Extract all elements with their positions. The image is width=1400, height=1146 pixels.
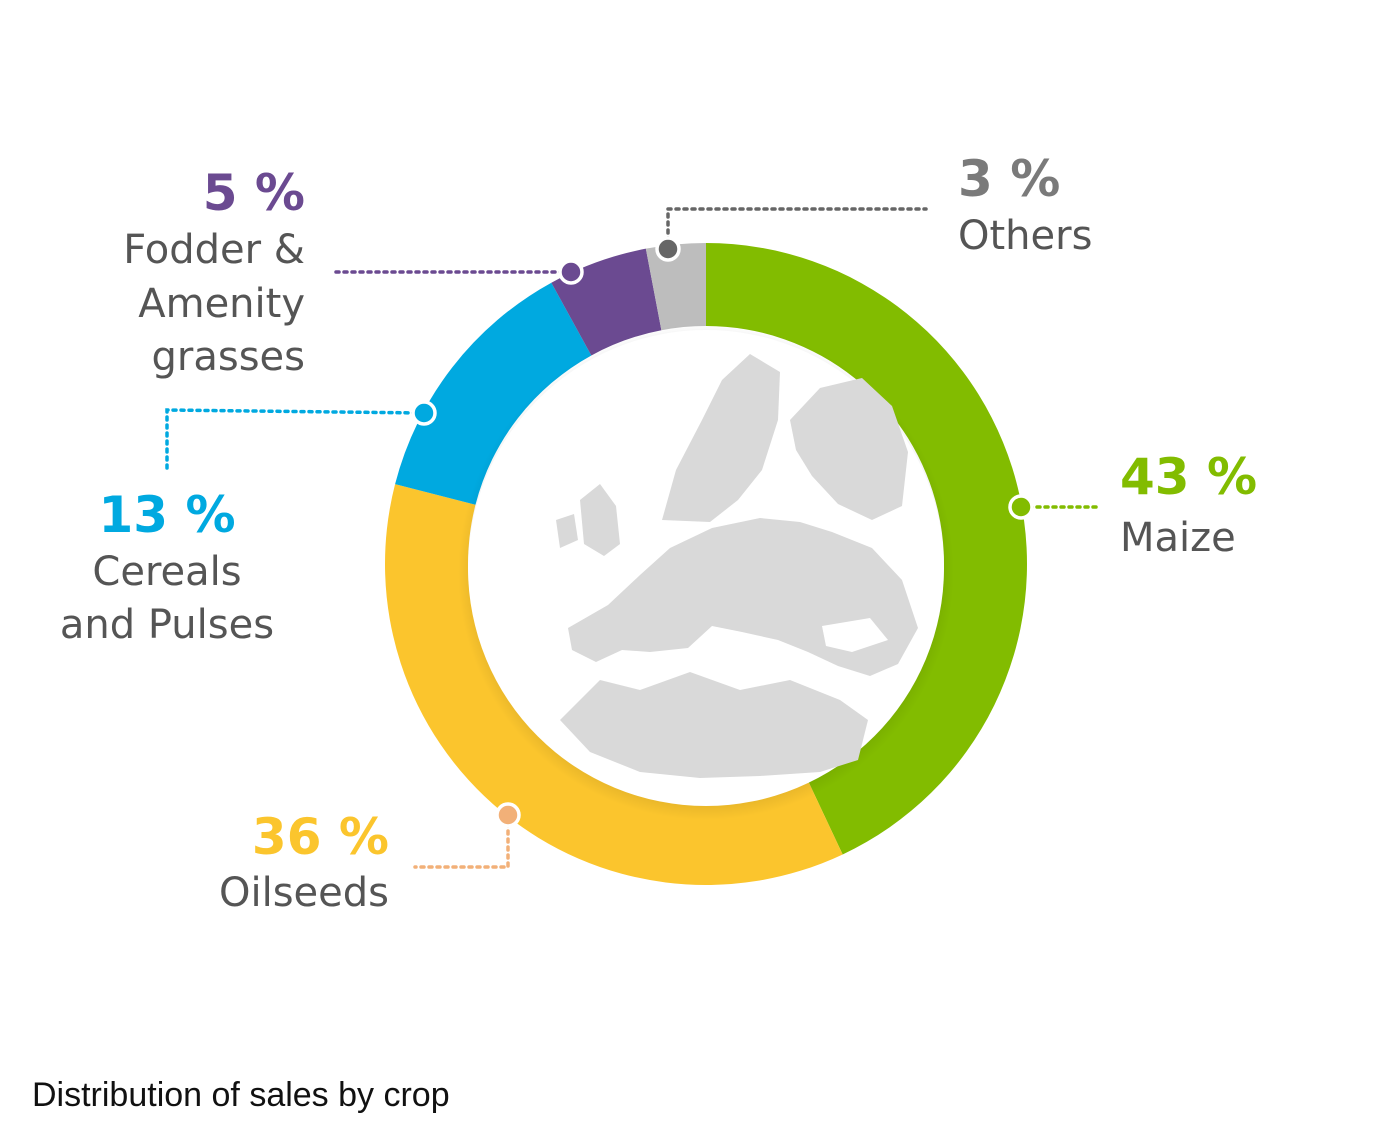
slice-oilseeds: [385, 484, 843, 885]
category-label-fodder: Amenity: [138, 281, 305, 327]
slice-others: [645, 243, 706, 331]
percent-label-cereals: 13 %: [98, 486, 235, 544]
connector-oilseeds: [413, 813, 510, 869]
connector-dot-others: [655, 236, 681, 262]
connectors: [165, 207, 1102, 869]
connector-dot-cereals: [411, 400, 437, 426]
slice-labels: 43 % Maize 36 %Oilseeds 13 % Cereals and Puls…: [60, 150, 1257, 916]
connector-cereals: [165, 408, 426, 472]
percent-label-others: 3 %: [958, 150, 1060, 208]
category-label-cereals: Cereals: [92, 549, 241, 595]
category-label-maize: Maize: [1120, 515, 1236, 561]
slice-maize: [706, 243, 1027, 855]
connector-dot-oilseeds: [495, 802, 521, 828]
connector-dot-maize: [1008, 494, 1034, 520]
category-label-fodder: Fodder &: [123, 227, 305, 273]
connector-dot-fodder: [558, 259, 584, 285]
category-label-oilseeds: Oilseeds: [219, 870, 389, 916]
europe-map: [556, 354, 918, 778]
connector-others: [666, 207, 928, 251]
chart-caption: Distribution of sales by crop: [32, 1076, 450, 1114]
category-label-fodder: grasses: [152, 334, 305, 380]
slice-cereals: [395, 282, 592, 505]
percent-label-oilseeds: 36 %: [252, 808, 389, 866]
donut-slices: [385, 243, 1027, 885]
percent-label-fodder: 5 %: [203, 164, 305, 222]
category-label-cereals: and Pulses: [60, 602, 274, 648]
category-label-others: Others: [958, 213, 1092, 259]
percent-label-maize: 43 %: [1120, 448, 1257, 506]
